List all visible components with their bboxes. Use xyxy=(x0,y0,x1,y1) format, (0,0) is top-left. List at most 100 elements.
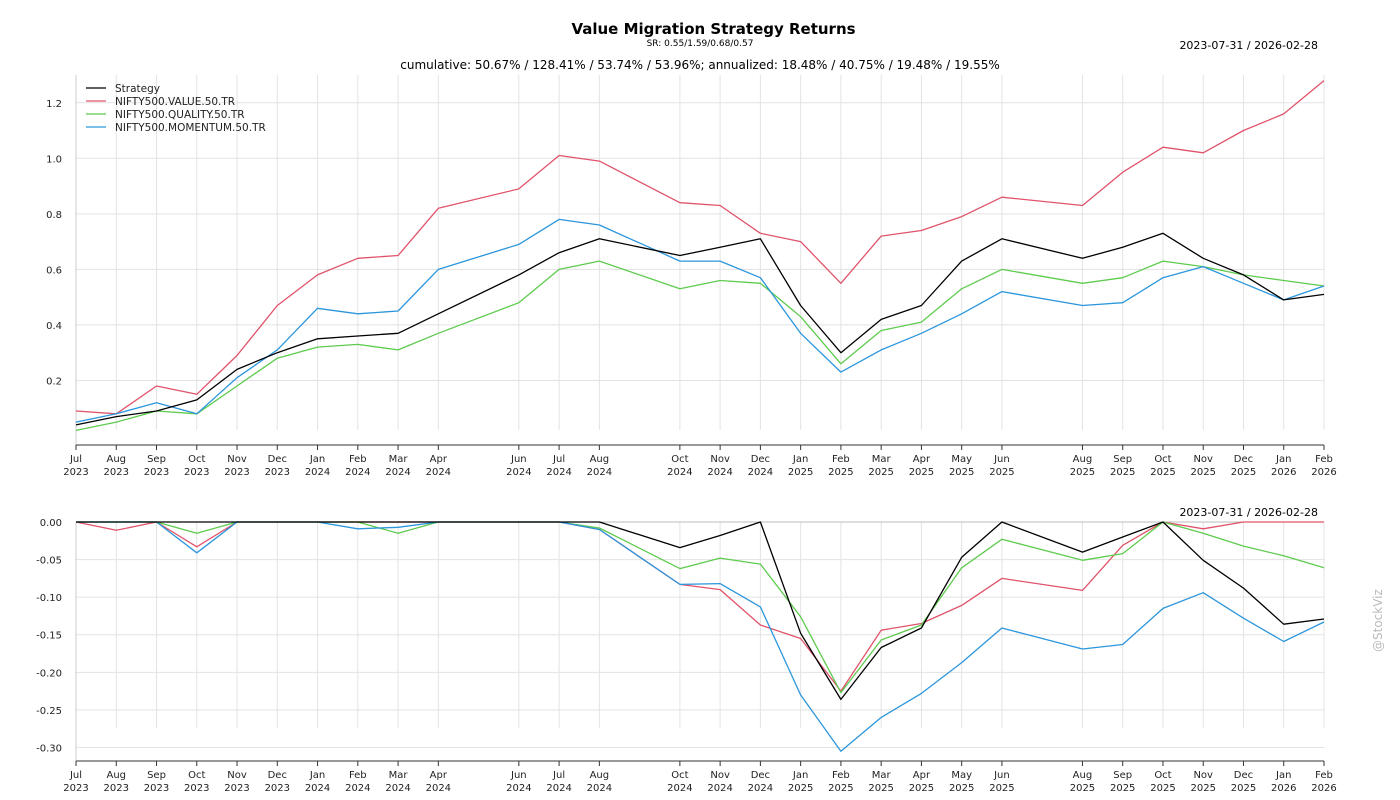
x-tick-month: Jul xyxy=(552,454,565,465)
y-tick-label: 0.6 xyxy=(46,265,62,276)
x-tick-year: 2024 xyxy=(707,467,732,478)
x-tick-month: Aug xyxy=(1073,454,1093,465)
x-tick-month: Mar xyxy=(389,454,409,465)
x-tick-year: 2024 xyxy=(426,783,451,794)
x-tick-month: Apr xyxy=(913,454,931,465)
y-tick-label: -0.20 xyxy=(36,668,62,679)
x-tick-month: Dec xyxy=(1234,454,1253,465)
x-tick-year: 2024 xyxy=(506,783,531,794)
x-tick-year: 2026 xyxy=(1271,783,1296,794)
x-tick-year: 2023 xyxy=(184,783,209,794)
legend-label: NIFTY500.MOMENTUM.50.TR xyxy=(115,122,266,134)
y-tick-label: 0.00 xyxy=(40,518,62,529)
y-tick-label: 0.2 xyxy=(46,376,62,387)
y-tick-label: 0.4 xyxy=(46,321,62,332)
x-tick-year: 2023 xyxy=(265,467,290,478)
x-tick-month: Mar xyxy=(872,770,892,781)
x-tick-year: 2024 xyxy=(667,783,692,794)
x-tick-month: Dec xyxy=(751,770,770,781)
x-tick-year: 2023 xyxy=(184,467,209,478)
x-tick-year: 2023 xyxy=(224,467,249,478)
x-tick-month: Nov xyxy=(1193,770,1213,781)
x-tick-month: Nov xyxy=(227,770,247,781)
x-tick-month: Oct xyxy=(188,454,205,465)
x-tick-year: 2025 xyxy=(1231,783,1256,794)
x-tick-year: 2025 xyxy=(868,467,893,478)
x-tick-month: Jun xyxy=(510,454,527,465)
legend-label: NIFTY500.QUALITY.50.TR xyxy=(115,109,245,121)
x-tick-month: May xyxy=(951,454,972,465)
x-tick-month: Nov xyxy=(1193,454,1213,465)
x-tick-year: 2023 xyxy=(144,467,169,478)
x-tick-year: 2024 xyxy=(305,783,330,794)
x-tick-year: 2023 xyxy=(63,783,88,794)
x-tick-year: 2026 xyxy=(1311,783,1336,794)
x-tick-month: Oct xyxy=(188,770,205,781)
returns-chart: 0.2 0.4 0.6 0.8 1.0 1.2 Jul 2023 Aug 2023 Sep 2023 O… xyxy=(46,75,1337,478)
x-tick-month: Jul xyxy=(69,454,82,465)
x-tick-year: 2023 xyxy=(224,783,249,794)
x-tick-month: Apr xyxy=(430,770,448,781)
x-tick-month: Jun xyxy=(993,454,1010,465)
x-tick-month: Aug xyxy=(590,454,610,465)
x-tick-month: Jul xyxy=(69,770,82,781)
series-line-nifty500-momentum-50-tr xyxy=(75,218,1325,423)
x-tick-year: 2024 xyxy=(748,783,773,794)
x-tick-month: Apr xyxy=(913,770,931,781)
series-line-nifty500-quality-50-tr xyxy=(75,260,1325,432)
series-line-nifty500-value-50-tr xyxy=(75,521,1324,692)
x-tick-year: 2024 xyxy=(345,783,370,794)
x-tick-month: Aug xyxy=(106,770,126,781)
returns-stats: cumulative: 50.67% / 128.41% / 53.74% / … xyxy=(400,58,1000,72)
date-range-top: 2023-07-31 / 2026-02-28 xyxy=(1179,39,1318,52)
x-tick-month: Oct xyxy=(1154,770,1171,781)
x-tick-month: Aug xyxy=(590,770,610,781)
x-tick-year: 2025 xyxy=(868,783,893,794)
x-tick-year: 2025 xyxy=(788,467,813,478)
x-tick-year: 2025 xyxy=(989,783,1014,794)
x-tick-month: Apr xyxy=(430,454,448,465)
x-tick-year: 2025 xyxy=(1110,467,1135,478)
y-tick-label: -0.30 xyxy=(36,743,62,754)
x-tick-month: Sep xyxy=(147,454,166,465)
x-tick-year: 2025 xyxy=(1190,783,1215,794)
x-tick-year: 2025 xyxy=(909,783,934,794)
x-tick-month: Oct xyxy=(1154,454,1171,465)
series-line-nifty500-value-50-tr xyxy=(75,80,1325,415)
x-tick-year: 2025 xyxy=(1070,467,1095,478)
x-tick-year: 2025 xyxy=(1190,467,1215,478)
x-tick-month: Mar xyxy=(872,454,892,465)
x-tick-year: 2023 xyxy=(144,783,169,794)
x-tick-year: 2024 xyxy=(305,467,330,478)
chart-subtitle: SR: 0.55/1.59/0.68/0.57 xyxy=(646,39,754,49)
x-tick-year: 2024 xyxy=(506,467,531,478)
x-tick-year: 2025 xyxy=(909,467,934,478)
x-tick-year: 2023 xyxy=(63,467,88,478)
x-tick-month: Feb xyxy=(832,770,850,781)
x-tick-year: 2023 xyxy=(104,467,129,478)
x-tick-month: Feb xyxy=(1315,454,1333,465)
x-tick-month: Nov xyxy=(227,454,247,465)
x-tick-month: Dec xyxy=(1234,770,1253,781)
x-tick-month: Sep xyxy=(1113,454,1132,465)
x-tick-year: 2025 xyxy=(989,467,1014,478)
x-tick-year: 2024 xyxy=(707,783,732,794)
x-tick-year: 2025 xyxy=(788,783,813,794)
y-tick-label: 1.0 xyxy=(46,154,62,165)
x-tick-month: Mar xyxy=(389,770,409,781)
x-tick-month: Jun xyxy=(993,770,1010,781)
x-tick-year: 2025 xyxy=(949,467,974,478)
y-tick-label: -0.25 xyxy=(36,706,62,717)
date-range-bottom: 2023-07-31 / 2026-02-28 xyxy=(1179,506,1318,519)
x-tick-year: 2025 xyxy=(1150,467,1175,478)
x-tick-month: Sep xyxy=(1113,770,1132,781)
x-tick-year: 2024 xyxy=(345,467,370,478)
x-tick-month: Feb xyxy=(1315,770,1333,781)
x-tick-month: Jan xyxy=(792,770,808,781)
x-tick-month: Feb xyxy=(832,454,850,465)
x-tick-year: 2025 xyxy=(828,783,853,794)
drawdown-chart: 0.00 -0.05 -0.10 -0.15 -0.20 -0.25 -0.30 Jul 202… xyxy=(36,518,1337,794)
x-tick-year: 2025 xyxy=(1231,467,1256,478)
series-line-nifty500-quality-50-tr xyxy=(76,521,1325,694)
